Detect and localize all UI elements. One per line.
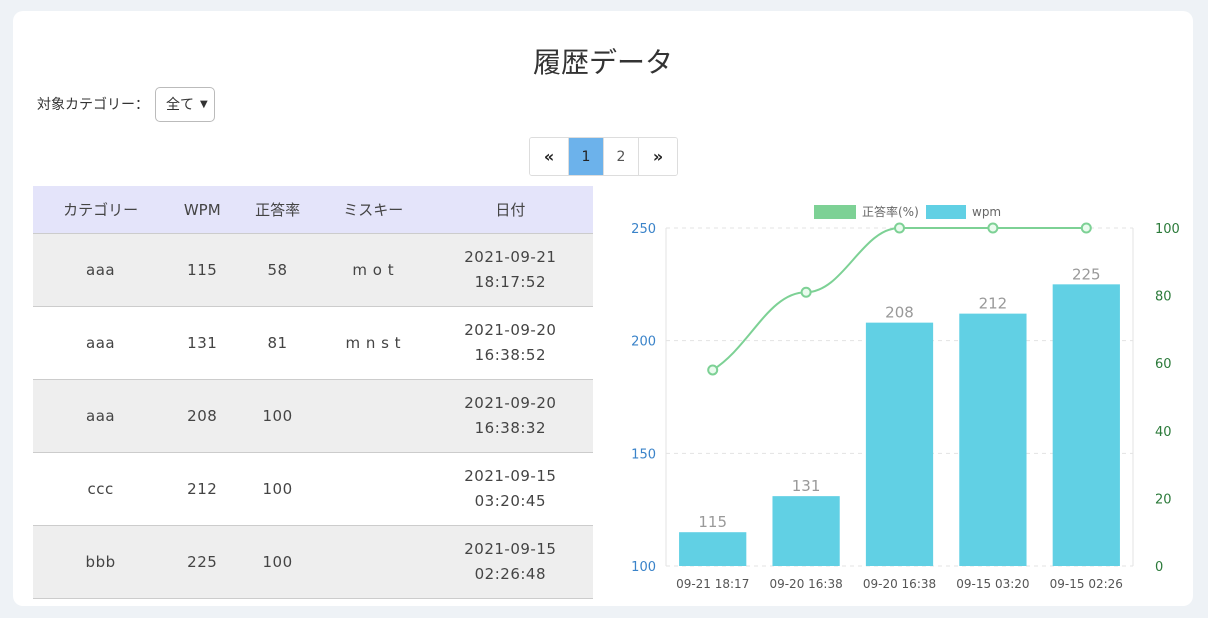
y-left-tick-label: 100 (631, 560, 656, 575)
y-right-tick-label: 20 (1155, 492, 1172, 507)
y-right-tick-label: 100 (1155, 222, 1180, 237)
history-chart: 100 150 200 250 0 20 40 60 80 100 115 131 208 212 225 0… (606, 186, 1193, 606)
cell-wpm: 225 (168, 525, 237, 599)
y-left-tick-label: 200 (631, 335, 656, 350)
table-header-row: カテゴリー WPM 正答率 ミスキー 日付 (33, 186, 593, 234)
page-2-button[interactable]: 2 (604, 138, 639, 175)
cell-date-day: 2021-09-20 (464, 321, 557, 339)
x-tick-label: 09-20 16:38 (769, 577, 842, 591)
chevron-down-icon: ▼ (200, 98, 208, 110)
legend-swatch-wpm (926, 205, 966, 219)
cell-category: aaa (33, 233, 169, 307)
table-row: aaa 208 100 2021-09-20 16:38:32 (33, 379, 593, 453)
cell-date: 2021-09-15 02:26:48 (427, 525, 593, 599)
cell-category: aaa (33, 379, 169, 453)
category-select-value: 全て (166, 97, 194, 113)
cell-date: 2021-09-21 18:17:52 (427, 233, 593, 307)
table-row: ccc 212 100 2021-09-15 03:20:45 (33, 452, 593, 526)
bar (679, 532, 747, 566)
cell-miss-keys (318, 452, 428, 526)
cell-date-time: 16:38:32 (474, 419, 547, 437)
col-wpm: WPM (168, 186, 237, 234)
pagination: « 1 2 » (529, 137, 678, 176)
cell-wpm: 208 (168, 379, 237, 453)
cell-date: 2021-09-15 03:20:45 (427, 452, 593, 526)
accuracy-point (707, 364, 719, 376)
cell-category: aaa (33, 306, 169, 380)
cell-category: bbb (33, 525, 169, 599)
page-1-button[interactable]: 1 (569, 138, 604, 175)
cell-accuracy: 100 (236, 379, 319, 453)
y-left-tick-label: 150 (631, 447, 656, 462)
page-title: 履歴データ (532, 46, 673, 79)
cell-miss-keys (318, 525, 428, 599)
cell-accuracy: 81 (236, 306, 319, 380)
cell-date-day: 2021-09-15 (464, 540, 557, 558)
history-table: カテゴリー WPM 正答率 ミスキー 日付 aaa 115 58 m o t 2… (33, 186, 593, 599)
cell-wpm: 212 (168, 452, 237, 526)
cell-accuracy: 100 (236, 452, 319, 526)
bar-data-label: 208 (885, 304, 914, 322)
accuracy-point (987, 222, 999, 234)
category-select[interactable]: 全て ▼ (155, 86, 215, 122)
cell-date: 2021-09-20 16:38:52 (427, 306, 593, 380)
accuracy-point (894, 222, 905, 234)
cell-date-day: 2021-09-15 (464, 467, 557, 485)
cell-accuracy: 58 (236, 233, 319, 307)
table-row: bbb 225 100 2021-09-15 02:26:48 (33, 525, 593, 599)
history-card: 履歴データ 対象カテゴリー： 全て ▼ « 1 2 » カテゴリー WPM 正答… (13, 11, 1193, 606)
cell-date-time: 03:20:45 (474, 492, 547, 510)
cell-miss-keys (318, 379, 428, 453)
col-date: 日付 (427, 186, 593, 234)
table-row: aaa 131 81 m n s t 2021-09-20 16:38:52 (33, 306, 593, 380)
chart-canvas: 100 150 200 250 0 20 40 60 80 100 115 131 208 212 225 0… (631, 204, 1180, 591)
x-tick-label: 09-20 16:38 (863, 577, 936, 591)
col-category: カテゴリー (33, 186, 169, 234)
y-right-tick-label: 0 (1155, 560, 1163, 575)
cell-accuracy: 100 (236, 525, 319, 599)
legend-swatch-accuracy (814, 205, 856, 219)
table-row: aaa 115 58 m o t 2021-09-21 18:17:52 (33, 233, 593, 307)
bar-data-label: 225 (1072, 265, 1101, 283)
bar (959, 313, 1027, 566)
y-right-tick-label: 40 (1155, 425, 1172, 440)
category-filter: 対象カテゴリー： 全て ▼ (37, 86, 215, 122)
y-left-tick-label: 250 (631, 222, 656, 237)
next-page-button[interactable]: » (639, 138, 677, 175)
cell-miss-keys: m n s t (318, 306, 428, 380)
cell-date-day: 2021-09-21 (464, 248, 557, 266)
accuracy-point (800, 286, 812, 298)
x-tick-label: 09-21 18:17 (676, 577, 749, 591)
x-tick-label: 09-15 02:26 (1050, 577, 1123, 591)
bar (1052, 284, 1120, 566)
cell-wpm: 115 (168, 233, 237, 307)
cell-date-time: 18:17:52 (474, 273, 547, 291)
legend-label-accuracy: 正答率(%) (862, 204, 919, 219)
cell-date-day: 2021-09-20 (464, 394, 557, 412)
filter-label: 対象カテゴリー： (37, 97, 149, 113)
col-accuracy: 正答率 (236, 186, 319, 234)
bar-data-label: 212 (979, 295, 1008, 313)
bar-data-label: 131 (792, 477, 821, 495)
cell-date-time: 02:26:48 (474, 565, 547, 583)
bar (772, 496, 840, 566)
cell-wpm: 131 (168, 306, 237, 380)
x-tick-label: 09-15 03:20 (956, 577, 1029, 591)
cell-date-time: 16:38:52 (474, 346, 547, 364)
y-right-tick-label: 80 (1155, 290, 1172, 305)
cell-date: 2021-09-20 16:38:32 (427, 379, 593, 453)
col-miss-keys: ミスキー (318, 186, 428, 234)
cell-miss-keys: m o t (318, 233, 428, 307)
accuracy-line (712, 227, 1087, 371)
prev-page-button[interactable]: « (530, 138, 569, 175)
legend-label-wpm: wpm (972, 205, 1001, 219)
cell-category: ccc (33, 452, 169, 526)
accuracy-point (1080, 222, 1092, 234)
bar-data-label: 115 (698, 513, 727, 531)
bar (865, 322, 934, 566)
y-right-tick-label: 60 (1155, 357, 1172, 372)
